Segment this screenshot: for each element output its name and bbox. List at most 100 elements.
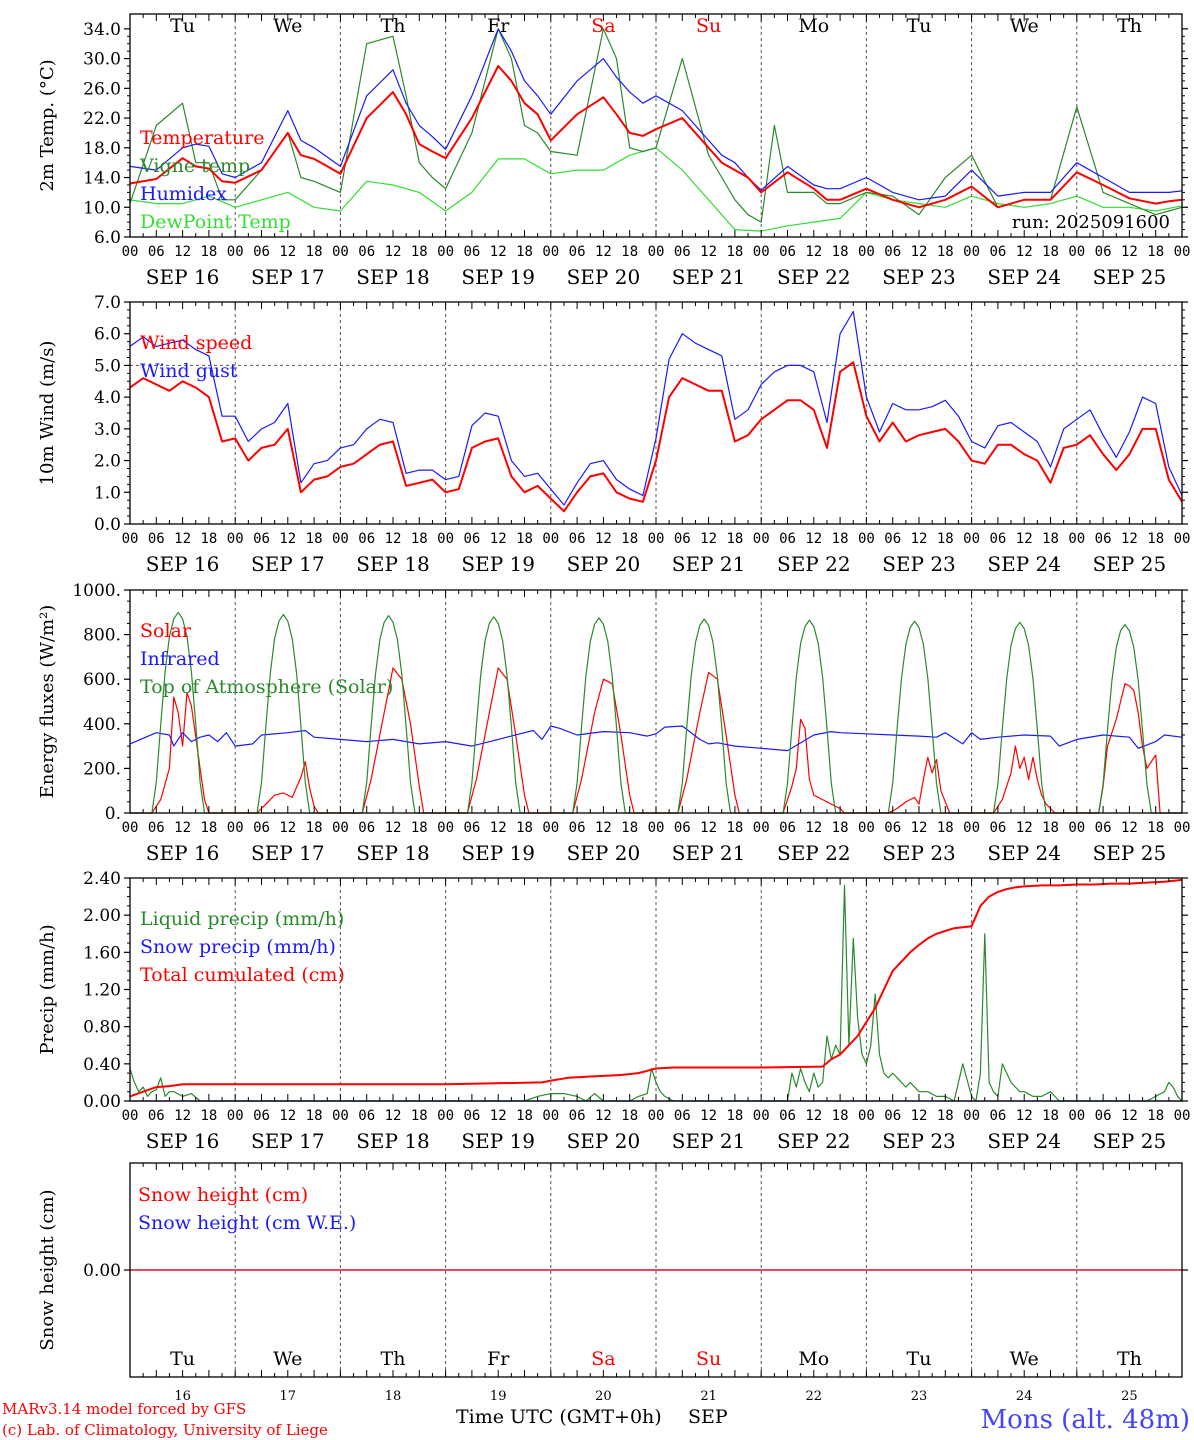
hour-tick-label: 06	[779, 820, 796, 836]
date-label: SEP 22	[777, 1129, 851, 1153]
y-tick-label: 1.0	[94, 483, 121, 503]
hour-tick-label: 06	[253, 531, 270, 547]
wind-grid	[130, 302, 1182, 524]
series-infrared	[129, 725, 1183, 752]
hour-tick-label: 06	[989, 531, 1006, 547]
date-label: SEP 23	[882, 265, 956, 289]
day-of-week-label: Tu	[170, 1348, 195, 1370]
hour-tick-label: 06	[569, 244, 586, 260]
y-tick-label: 30.0	[83, 50, 121, 70]
hour-tick-label: 18	[937, 820, 954, 836]
wind-series	[129, 310, 1183, 513]
hour-tick-label: 00	[332, 1108, 349, 1124]
hour-tick-label: 18	[516, 1108, 533, 1124]
hour-tick-label: 00	[332, 244, 349, 260]
hour-tick-label: 18	[306, 1108, 323, 1124]
wind-legend: Wind speed Wind gust	[140, 332, 252, 382]
snow-panel: 0.00 Tu 16 We 17 Th 18 Fr 19 Sa 20 Su 21 Mo 22 Tu 23 We 2…	[37, 1162, 1188, 1404]
precip-y-axis-label: Precip (mm/h)	[37, 924, 58, 1054]
date-label: SEP 18	[356, 1129, 430, 1153]
hour-tick-label: 00	[227, 1108, 244, 1124]
hour-tick-label: 06	[779, 531, 796, 547]
temp-series	[129, 28, 1183, 232]
date-label: SEP 23	[882, 552, 956, 576]
hour-tick-label: 12	[1016, 531, 1033, 547]
day-of-week-label: Su	[696, 1348, 721, 1370]
hour-tick-label: 12	[911, 244, 928, 260]
hour-tick-label: 18	[937, 1108, 954, 1124]
hour-tick-label: 12	[911, 1108, 928, 1124]
hour-tick-label: 18	[411, 244, 428, 260]
hour-tick-label: 12	[805, 244, 822, 260]
day-of-week-label: We	[1010, 15, 1039, 37]
y-tick-label: 6.0	[94, 228, 121, 248]
hour-tick-label: 12	[174, 1108, 191, 1124]
day-number-label: 24	[1016, 1389, 1033, 1404]
hour-tick-label: 00	[648, 244, 665, 260]
date-label: SEP 24	[987, 265, 1061, 289]
hour-tick-label: 12	[174, 244, 191, 260]
hour-tick-label: 00	[1174, 531, 1191, 547]
run-label: run: 2025091600	[1012, 212, 1170, 233]
day-number-label: 17	[280, 1389, 297, 1404]
day-of-week-label: Mo	[798, 15, 829, 37]
hour-tick-label: 12	[700, 1108, 717, 1124]
date-label: SEP 17	[251, 1129, 325, 1153]
temperature-panel: 6.0 10.0 14.0 18.0 22.0 26.0 30.0 34.0 00 06 12 18 S…	[37, 13, 1190, 289]
hour-tick-label: 06	[358, 244, 375, 260]
date-label: SEP 18	[356, 552, 430, 576]
y-tick-label: 400.	[83, 715, 121, 735]
hour-tick-label: 12	[595, 1108, 612, 1124]
hour-tick-label: 12	[595, 531, 612, 547]
hour-tick-label: 18	[726, 820, 743, 836]
date-label: SEP 21	[672, 841, 746, 865]
hour-tick-label: 06	[148, 820, 165, 836]
hour-tick-label: 00	[1068, 1108, 1085, 1124]
hour-tick-label: 06	[1095, 244, 1112, 260]
hour-tick-label: 06	[148, 244, 165, 260]
hour-tick-label: 18	[200, 244, 217, 260]
hour-tick-label: 00	[858, 244, 875, 260]
hour-tick-label: 00	[542, 244, 559, 260]
hour-tick-label: 06	[358, 1108, 375, 1124]
date-label: SEP 25	[1093, 1129, 1167, 1153]
hour-tick-label: 00	[963, 820, 980, 836]
y-tick-label: 14.0	[83, 169, 121, 189]
day-of-week-label: Th	[1117, 1348, 1142, 1370]
date-label: SEP 25	[1093, 841, 1167, 865]
series-humidex	[129, 28, 1183, 201]
hour-tick-label: 06	[463, 1108, 480, 1124]
temp-axis: 6.0 10.0 14.0 18.0 22.0 26.0 30.0 34.0 00 06 12 18 S…	[83, 14, 1190, 289]
y-tick-label: 0.00	[83, 1092, 121, 1112]
day-of-week-label: Fr	[487, 1348, 510, 1370]
temp-plot-frame	[129, 13, 1183, 238]
hour-tick-label: 18	[832, 531, 849, 547]
legend-wind-speed: Wind speed	[140, 332, 252, 354]
hour-tick-label: 06	[989, 820, 1006, 836]
precip-panel: 0.00 0.40 0.80 1.20 1.60 2.00 2.40 00 06 12 18 SEP …	[37, 869, 1190, 1153]
hour-tick-label: 00	[437, 531, 454, 547]
hour-tick-label: 06	[253, 244, 270, 260]
date-label: SEP 21	[672, 265, 746, 289]
hour-tick-label: 18	[832, 1108, 849, 1124]
day-number-label: 23	[911, 1389, 928, 1404]
hour-tick-label: 06	[674, 244, 691, 260]
hour-tick-label: 12	[595, 820, 612, 836]
hour-tick-label: 18	[411, 531, 428, 547]
wind-axis: 0.0 1.0 2.0 3.0 4.0 5.0 6.0 7.0 00 06 12 18 SEP 16 00…	[94, 293, 1190, 576]
date-label: SEP 25	[1093, 552, 1167, 576]
y-tick-label: 34.0	[83, 20, 121, 40]
temp-y-axis-label: 2m Temp. (°C)	[37, 59, 58, 191]
date-label: SEP 20	[567, 841, 641, 865]
hour-tick-label: 06	[1095, 820, 1112, 836]
y-tick-label: 0.	[105, 804, 121, 824]
hour-tick-label: 18	[621, 244, 638, 260]
hour-tick-label: 18	[832, 244, 849, 260]
hour-tick-label: 06	[148, 1108, 165, 1124]
hour-tick-label: 18	[1147, 820, 1164, 836]
hour-tick-label: 06	[884, 244, 901, 260]
y-tick-label: 1.60	[83, 943, 121, 963]
series-solar	[130, 667, 1182, 814]
hour-tick-label: 00	[332, 531, 349, 547]
